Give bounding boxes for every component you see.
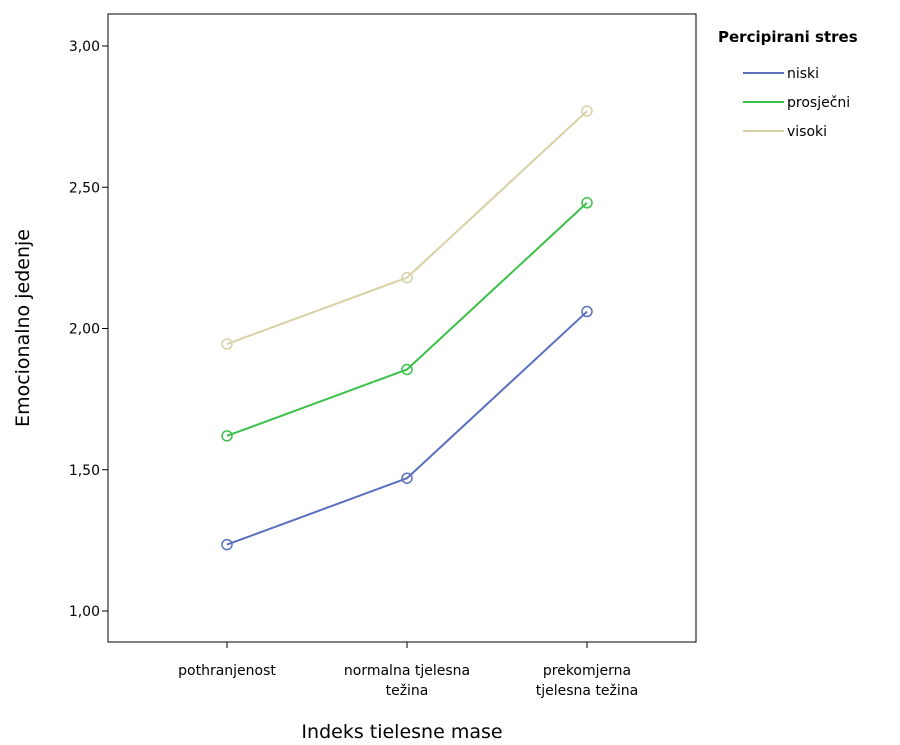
data-point-prosječni: [401, 363, 413, 376]
plot-area-frame: [107, 13, 697, 643]
legend-title: Percipirani stres: [718, 28, 858, 46]
y-tick-label: 2,50: [69, 180, 100, 196]
x-tick-label: normalna tjelesna težina: [344, 663, 470, 699]
x-tick-label-line: pothranjenost: [178, 663, 276, 679]
x-tick-label-line: težina: [386, 683, 429, 699]
data-point-prosječni: [221, 430, 233, 442]
legend-label-prosječni: prosječni: [787, 95, 850, 111]
x-axis: pothranjenost normalna tjelesna težina prek…: [178, 642, 638, 699]
legend-label-niski: niski: [787, 66, 819, 82]
x-tick-label-line: normalna tjelesna: [344, 663, 470, 679]
y-axis-title: Emocionalno jedenje: [12, 229, 34, 427]
y-tick-label: 2,00: [69, 322, 100, 338]
x-tick-label: pothranjenost: [178, 663, 276, 679]
y-tick-label: 1,00: [69, 604, 100, 620]
series-layer: [221, 105, 593, 551]
x-tick-label-line: prekomjerna: [543, 663, 631, 679]
series-line-visoki: [226, 110, 588, 345]
data-point-visoki: [581, 105, 593, 117]
series-line-niski: [226, 310, 588, 546]
data-point-niski: [221, 538, 233, 551]
legend-label-visoki: visoki: [787, 124, 827, 140]
data-point-visoki: [401, 271, 413, 284]
data-point-visoki: [221, 338, 233, 350]
series-line-prosječni: [226, 202, 588, 437]
data-point-niski: [581, 305, 593, 318]
y-tick-label: 1,50: [69, 463, 100, 479]
y-axis: 1,00 1,50 2,00 2,50 3,00: [69, 39, 108, 620]
x-axis-title: Indeks tielesne mase: [301, 721, 502, 743]
legend: Percipirani stres niski prosječni visoki: [718, 28, 858, 140]
y-tick-label: 3,00: [69, 39, 100, 55]
data-point-prosječni: [581, 197, 593, 209]
x-tick-label-line: tjelesna težina: [536, 683, 638, 699]
data-point-niski: [401, 472, 413, 484]
x-tick-label: prekomjerna tjelesna težina: [536, 663, 638, 699]
